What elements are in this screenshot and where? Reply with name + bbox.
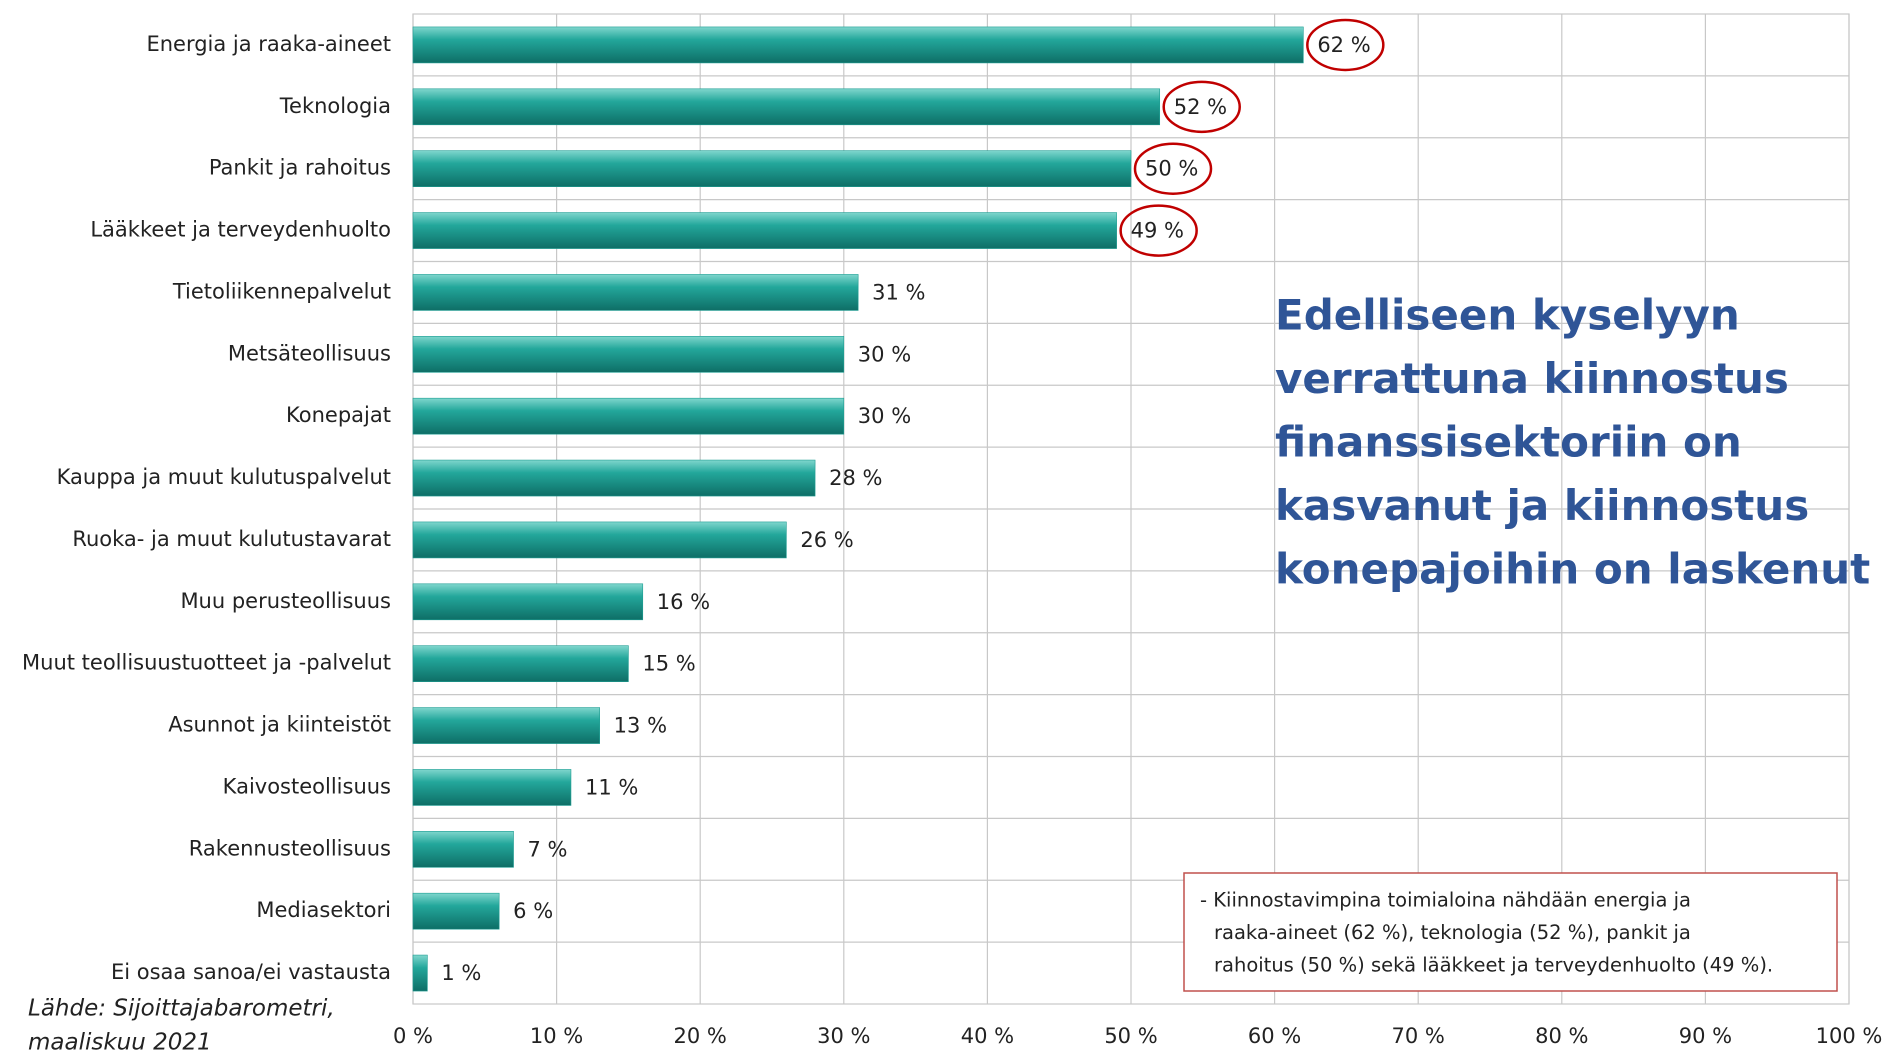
data-label: 11 % — [585, 775, 638, 799]
y-tick-label: Konepajat — [286, 403, 391, 427]
data-label: 28 % — [829, 466, 882, 490]
bar — [412, 274, 859, 311]
data-label: 15 % — [642, 652, 695, 676]
data-label: 52 % — [1174, 95, 1227, 119]
y-tick-label: Rakennusteollisuus — [189, 836, 391, 860]
note-text: - Kiinnostavimpina toimialoina nähdään e… — [1200, 889, 1691, 912]
x-tick-label: 0 % — [393, 1024, 433, 1048]
annotation: konepajoihin on laskenut — [1275, 545, 1870, 594]
data-label: 31 % — [872, 280, 925, 304]
x-tick-label: 50 % — [1104, 1024, 1157, 1048]
bar — [412, 831, 514, 868]
source: maaliskuu 2021 — [28, 1030, 212, 1051]
data-label: 16 % — [657, 590, 710, 614]
annotation: kasvanut ja kiinnostus — [1275, 481, 1809, 530]
bar — [412, 88, 1161, 126]
bar — [412, 954, 428, 992]
data-label: 1 % — [441, 961, 481, 985]
data-label: 50 % — [1145, 157, 1198, 181]
bar — [412, 397, 845, 435]
bar — [412, 892, 500, 930]
bar — [412, 583, 644, 621]
data-label: 49 % — [1131, 219, 1184, 243]
y-tick-label: Metsäteollisuus — [228, 341, 391, 365]
note-box — [1183, 872, 1838, 992]
x-tick-label: 60 % — [1248, 1024, 1301, 1048]
x-tick-label: 100 % — [1816, 1024, 1883, 1048]
note-text: raaka-aineet (62 %), teknologia (52 %), … — [1214, 921, 1691, 944]
x-tick-label: 80 % — [1535, 1024, 1588, 1048]
x-tick-label: 90 % — [1679, 1024, 1732, 1048]
data-label: 62 % — [1317, 33, 1370, 57]
y-tick-label: Muut teollisuustuotteet ja -palvelut — [22, 651, 391, 675]
y-tick-label: Kauppa ja muut kulutuspalvelut — [57, 465, 391, 489]
annotation: finanssisektoriin on — [1275, 418, 1742, 467]
data-label: 30 % — [858, 404, 911, 428]
bar — [412, 212, 1117, 249]
highlight-circle — [1306, 18, 1385, 72]
x-tick-label: 30 % — [817, 1024, 870, 1048]
x-tick-label: 10 % — [530, 1024, 583, 1048]
y-tick-label: Muu perusteollisuus — [180, 589, 391, 613]
y-tick-label: Kaivosteollisuus — [223, 774, 391, 798]
x-tick-label: 40 % — [961, 1024, 1014, 1048]
y-tick-label: Lääkkeet ja terveydenhuolto — [90, 218, 391, 242]
data-label: 13 % — [614, 714, 667, 738]
data-label: 7 % — [528, 837, 568, 861]
data-label: 30 % — [858, 342, 911, 366]
source: Lähde: Sijoittajabarometri, — [28, 996, 335, 1022]
data-label: 6 % — [513, 899, 553, 923]
note-text: rahoitus (50 %) sekä lääkkeet ja terveyd… — [1214, 954, 1773, 977]
bar — [412, 645, 629, 682]
bar — [412, 769, 572, 806]
bar — [412, 150, 1132, 187]
highlight-circle — [1162, 80, 1241, 134]
annotation: Edelliseen kyselyyn — [1275, 291, 1740, 340]
highlight-circle — [1119, 204, 1198, 257]
y-tick-label: Pankit ja rahoitus — [209, 156, 391, 180]
x-tick-label: 70 % — [1392, 1024, 1445, 1048]
y-tick-label: Energia ja raaka-aineet — [146, 32, 391, 56]
data-label: 26 % — [800, 528, 853, 552]
y-tick-label: Teknologia — [279, 94, 391, 118]
bar — [412, 521, 787, 559]
bar — [412, 26, 1304, 64]
y-tick-label: Mediasektori — [256, 898, 391, 922]
y-tick-label: Asunnot ja kiinteistöt — [168, 713, 391, 737]
bar — [412, 707, 600, 744]
y-tick-label: Tietoliikennepalvelut — [172, 279, 391, 303]
bar — [412, 336, 845, 373]
bar — [412, 459, 816, 497]
y-tick-label: Ei osaa sanoa/ei vastausta — [111, 960, 391, 984]
y-tick-label: Ruoka- ja muut kulutustavarat — [72, 527, 391, 551]
highlight-circle — [1133, 142, 1213, 195]
annotation: verrattuna kiinnostus — [1275, 354, 1789, 403]
x-tick-label: 20 % — [674, 1024, 727, 1048]
